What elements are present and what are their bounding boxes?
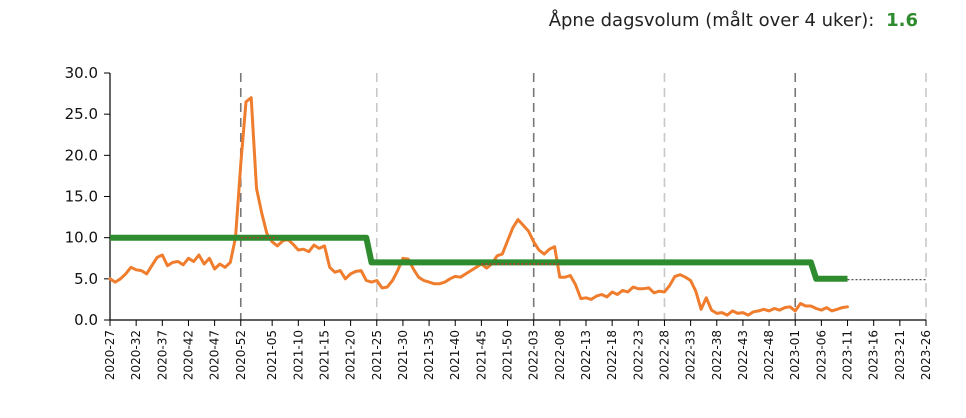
x-tick-label-2020-42: 2020-42 [181,330,195,380]
y-tick-label-25.0: 25.0 [65,105,98,123]
x-tick-label-2023-06: 2023-06 [814,330,828,380]
x-tick-label-2022-18: 2022-18 [605,330,619,380]
x-tick-label-2022-28: 2022-28 [657,330,671,380]
x-tick-label-2021-25: 2021-25 [370,330,384,380]
x-tick-label-2020-47: 2020-47 [208,330,222,380]
x-tick-label-2022-13: 2022-13 [579,330,593,380]
x-tick-label-2022-23: 2022-23 [631,330,645,380]
y-tick-label-30.0: 30.0 [65,64,98,82]
x-tick-label-2020-52: 2020-52 [234,330,248,380]
volume-header: Åpne dagsvolum (målt over 4 uker): 1.6 [549,10,918,31]
y-tick-label-10.0: 10.0 [65,229,98,247]
x-tick-label-2022-08: 2022-08 [553,330,567,380]
x-tick-label-2022-43: 2022-43 [736,330,750,380]
y-tick-label-15.0: 15.0 [65,188,98,206]
x-tick-label-2021-15: 2021-15 [317,330,331,380]
x-tick-label-2023-11: 2023-11 [841,330,855,380]
x-tick-label-2021-10: 2021-10 [291,330,305,380]
x-tick-label-2021-20: 2021-20 [344,330,358,380]
x-tick-label-2021-30: 2021-30 [396,330,410,380]
x-tick-label-2023-01: 2023-01 [788,330,802,380]
x-tick-label-2023-16: 2023-16 [867,330,881,380]
x-tick-label-2023-26: 2023-26 [919,330,933,380]
y-tick-label-20.0: 20.0 [65,146,98,164]
x-tick-label-2022-48: 2022-48 [762,330,776,380]
x-tick-label-2021-35: 2021-35 [422,330,436,380]
x-tick-label-2022-03: 2022-03 [527,330,541,380]
x-tick-label-2022-33: 2022-33 [684,330,698,380]
daily-volume-line [108,96,849,317]
y-tick-label-5.0: 5.0 [74,270,98,288]
x-tick-label-2021-45: 2021-45 [474,330,488,380]
x-tick-label-2020-37: 2020-37 [155,330,169,380]
x-tick-label-2022-38: 2022-38 [710,330,724,380]
y-tick-label-0.0: 0.0 [74,311,98,329]
x-tick-label-2021-50: 2021-50 [501,330,515,380]
x-tick-label-2020-32: 2020-32 [129,330,143,380]
x-tick-label-2023-21: 2023-21 [893,330,907,380]
average-volume-line [110,234,848,282]
x-tick-label-2021-40: 2021-40 [448,330,462,380]
volume-value: 1.6 [886,10,918,31]
x-tick-label-2021-05: 2021-05 [265,330,279,380]
x-tick-label-2020-27: 2020-27 [103,330,117,380]
volume-label: Åpne dagsvolum (målt over 4 uker): [548,10,875,31]
